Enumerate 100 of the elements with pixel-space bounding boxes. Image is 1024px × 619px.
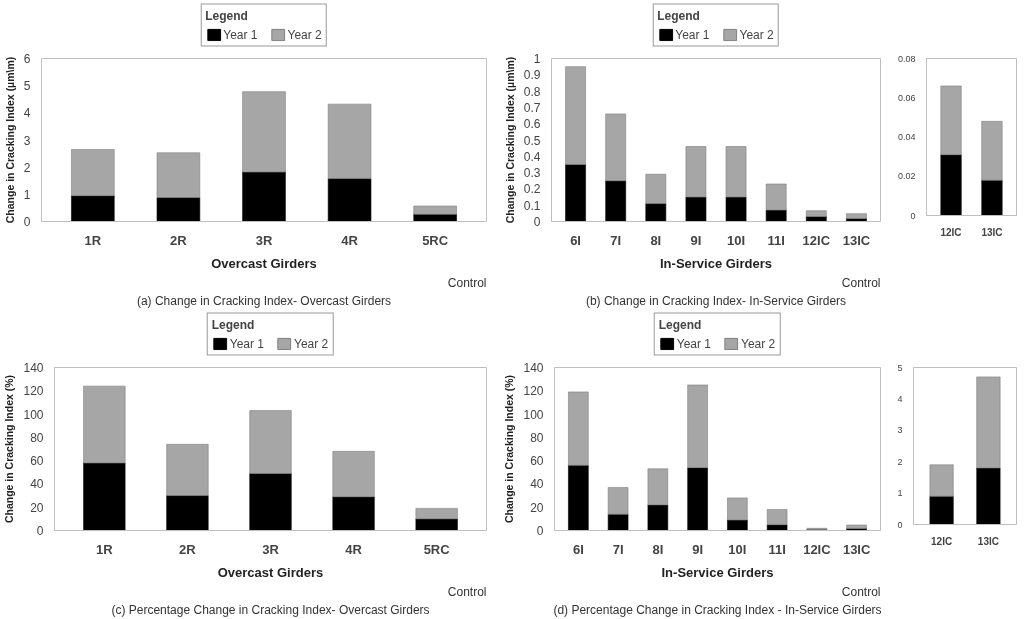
x-tick-label: 11I	[767, 232, 785, 248]
y-tick-label: 0	[897, 519, 903, 530]
y-tick-label: 5	[897, 362, 903, 373]
text: (c) Percentage Change in Cracking Index- Overcast Girders	[111, 602, 430, 617]
y-tick-label: 1	[23, 187, 31, 202]
y-tick-label: 120	[523, 384, 544, 399]
x-tick-label: 8I	[650, 232, 662, 248]
y-tick-label: 0.7	[523, 100, 541, 115]
x-tick-label: 12IC	[803, 541, 832, 557]
y-tick-label: 0	[36, 524, 44, 538]
text: Control	[841, 275, 881, 290]
x-tick-label: 9I	[690, 232, 702, 248]
legend-label: Year 1	[675, 27, 710, 42]
legend-label: Year 2	[739, 27, 774, 42]
y-axis-title: Change in Cracking Index (%)	[3, 374, 16, 524]
x-tick-label: 1R	[84, 232, 102, 248]
y-tick-label: 100	[523, 407, 544, 422]
legend-title: Legend	[657, 8, 701, 23]
y-tick-label: 4	[897, 393, 903, 404]
x-tick-label: 13IC	[981, 226, 1003, 238]
y-tick-label: 80	[530, 430, 544, 445]
y-tick-label: 0.08	[897, 53, 916, 64]
legend-label: Year 2	[741, 336, 776, 351]
x-tick-label: 3R	[255, 232, 273, 248]
x-tick-label: 13IC	[977, 535, 999, 547]
y-tick-label: 0.02	[897, 171, 916, 182]
y-tick-label: 0	[533, 215, 541, 229]
x-tick-label: 4R	[345, 541, 363, 557]
y-tick-label: 0	[536, 524, 544, 538]
y-tick-label: 0.4	[523, 149, 541, 164]
y-tick-label: 2	[897, 456, 903, 467]
x-tick-label: 13IC	[842, 541, 871, 557]
x-tick-label: 13IC	[842, 232, 871, 248]
y-tick-label: 0.8	[523, 84, 541, 99]
x-axis-title: Overcast Girders	[211, 255, 317, 271]
text: (b) Change in Cracking Index- In-Service Girders	[585, 293, 847, 308]
y-tick-label: 0	[910, 210, 916, 221]
y-tick-label: 0.6	[523, 117, 541, 132]
y-tick-label: 6	[23, 52, 31, 66]
y-tick-label: 60	[530, 454, 544, 469]
y-tick-label: 1	[897, 488, 903, 499]
y-tick-label: 0.3	[523, 166, 541, 181]
x-tick-label: 7I	[612, 541, 624, 557]
y-tick-label: 0.06	[897, 92, 916, 103]
y-tick-label: 100	[23, 407, 44, 422]
y-tick-label: 3	[23, 133, 31, 148]
legend-label: Year 1	[229, 336, 264, 351]
x-tick-label: 2R	[179, 541, 197, 557]
y-tick-label: 1	[533, 52, 541, 66]
x-tick-label: 6I	[572, 541, 584, 557]
x-tick-label: 3R	[262, 541, 280, 557]
y-tick-label: 120	[23, 384, 44, 399]
y-axis-title: Change in Cracking Index (µm\m)	[3, 56, 16, 224]
legend-title: Legend	[211, 317, 256, 332]
y-tick-label: 140	[523, 361, 544, 375]
text: (d) Percentage Change in Cracking Index - In-Service Girders	[553, 602, 882, 617]
text: Control	[841, 584, 881, 599]
x-tick-label: 5RC	[422, 232, 449, 248]
legend-title: Legend	[658, 317, 703, 332]
x-tick-label: 2R	[170, 232, 188, 248]
y-tick-label: 40	[530, 477, 544, 492]
y-tick-label: 4	[23, 106, 31, 121]
y-tick-label: 0	[23, 215, 31, 229]
y-tick-label: 3	[897, 425, 903, 436]
legend-label: Year 1	[676, 336, 711, 351]
x-tick-label: 12IC	[940, 226, 962, 238]
x-tick-label: 6I	[570, 232, 581, 248]
x-tick-label: 8I	[652, 541, 664, 557]
y-tick-label: 60	[30, 454, 44, 469]
x-tick-label: 10I	[728, 541, 747, 557]
y-tick-label: 2	[23, 160, 31, 175]
legend-title: Legend	[205, 8, 249, 23]
y-tick-label: 0.1	[523, 198, 541, 213]
text: Control	[447, 275, 487, 290]
y-tick-label: 0.9	[523, 68, 541, 83]
legend-label: Year 2	[294, 336, 329, 351]
y-tick-label: 0.5	[523, 133, 541, 148]
y-tick-label: 0.2	[523, 182, 541, 197]
x-tick-label: 1R	[96, 541, 114, 557]
y-tick-label: 20	[30, 500, 44, 515]
legend-label: Year 2	[287, 27, 322, 42]
x-tick-label: 5RC	[423, 541, 451, 557]
x-axis-title: In-Service Girders	[661, 564, 774, 580]
x-tick-label: 11I	[768, 541, 786, 557]
text: Control	[447, 584, 487, 599]
x-tick-label: 12IC	[931, 535, 953, 547]
y-tick-label: 140	[23, 361, 44, 375]
legend-label: Year 1	[223, 27, 258, 42]
x-tick-label: 4R	[341, 232, 359, 248]
y-tick-label: 0.04	[897, 132, 916, 142]
x-tick-label: 9I	[692, 541, 704, 557]
y-tick-label: 5	[23, 79, 31, 94]
y-axis-title: Change in Cracking Index (%)	[503, 374, 516, 524]
y-axis-title: Change in Cracking Index (µm\m)	[503, 56, 516, 224]
y-tick-label: 40	[30, 477, 44, 492]
x-tick-label: 7I	[610, 232, 622, 248]
y-tick-label: 80	[30, 430, 44, 445]
x-tick-label: 12IC	[802, 232, 831, 248]
text: (a) Change in Cracking Index- Overcast Girders	[136, 293, 392, 308]
x-axis-title: In-Service Girders	[660, 255, 772, 271]
